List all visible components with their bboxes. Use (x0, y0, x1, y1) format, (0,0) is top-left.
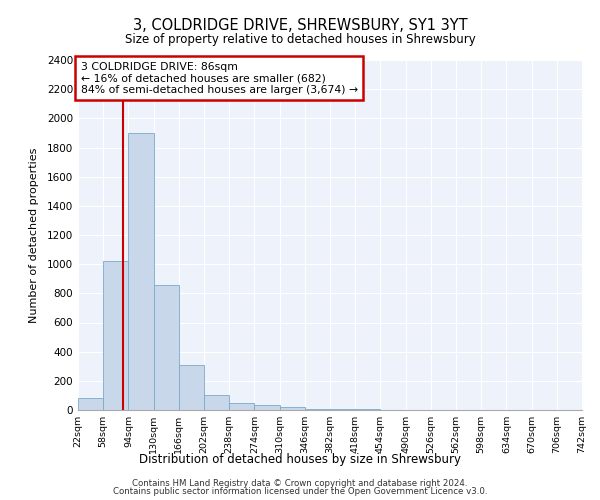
Bar (280, 408, 305, 410)
Bar (305, 408, 330, 410)
Text: Contains HM Land Registry data © Crown copyright and database right 2024.: Contains HM Land Registry data © Crown c… (132, 478, 468, 488)
Bar (103, 261, 128, 410)
Text: 3 COLDRIDGE DRIVE: 86sqm
← 16% of detached houses are smaller (682)
84% of semi-: 3 COLDRIDGE DRIVE: 86sqm ← 16% of detach… (80, 62, 358, 95)
Bar (330, 409, 355, 410)
Bar (254, 406, 280, 410)
Bar (154, 284, 179, 410)
Bar (78, 398, 103, 410)
Text: Contains public sector information licensed under the Open Government Licence v3: Contains public sector information licen… (113, 487, 487, 496)
Bar (179, 365, 204, 410)
Text: 3, COLDRIDGE DRIVE, SHREWSBURY, SY1 3YT: 3, COLDRIDGE DRIVE, SHREWSBURY, SY1 3YT (133, 18, 467, 32)
Y-axis label: Number of detached properties: Number of detached properties (29, 148, 38, 322)
Bar (229, 404, 254, 410)
Bar (355, 409, 380, 410)
Text: Distribution of detached houses by size in Shrewsbury: Distribution of detached houses by size … (139, 452, 461, 466)
Bar (204, 394, 229, 410)
Bar (128, 133, 154, 410)
Text: Size of property relative to detached houses in Shrewsbury: Size of property relative to detached ho… (125, 32, 475, 46)
